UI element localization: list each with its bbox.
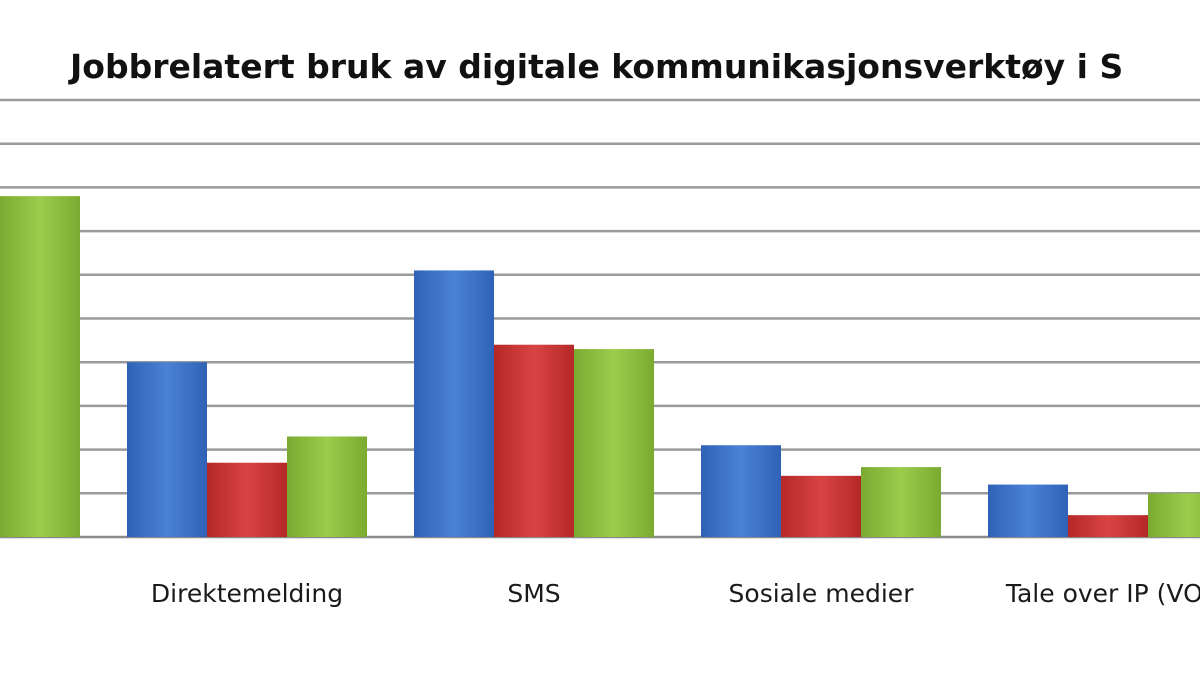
category-labels: kt tilDirektemeldingSMSSosiale medierTal… bbox=[151, 579, 1200, 608]
bar-series-1-2 bbox=[414, 270, 494, 537]
bar-series-2-1 bbox=[207, 462, 287, 537]
bar-series-2-3 bbox=[781, 475, 861, 537]
bars bbox=[0, 196, 1200, 537]
x-tick-label: Direktemelding bbox=[151, 579, 343, 608]
chart-title: Jobbrelatert bruk av digitale kommunikas… bbox=[68, 47, 1123, 86]
bar-series-1-1 bbox=[127, 362, 207, 537]
bar-series-3-4 bbox=[1148, 493, 1200, 537]
bar-series-2-4 bbox=[1068, 515, 1148, 537]
bar-series-1-3 bbox=[701, 445, 781, 537]
x-tick-label: SMS bbox=[507, 579, 560, 608]
bar-series-3-3 bbox=[861, 467, 941, 537]
bar-series-2-2 bbox=[494, 344, 574, 537]
bar-series-3-2 bbox=[574, 349, 654, 537]
bar-series-3-0 bbox=[0, 196, 80, 537]
x-tick-label: Tale over IP (VOI bbox=[1005, 579, 1200, 608]
bar-series-1-4 bbox=[988, 484, 1068, 537]
x-tick-label: Sosiale medier bbox=[729, 579, 915, 608]
bar-series-3-1 bbox=[287, 436, 367, 537]
